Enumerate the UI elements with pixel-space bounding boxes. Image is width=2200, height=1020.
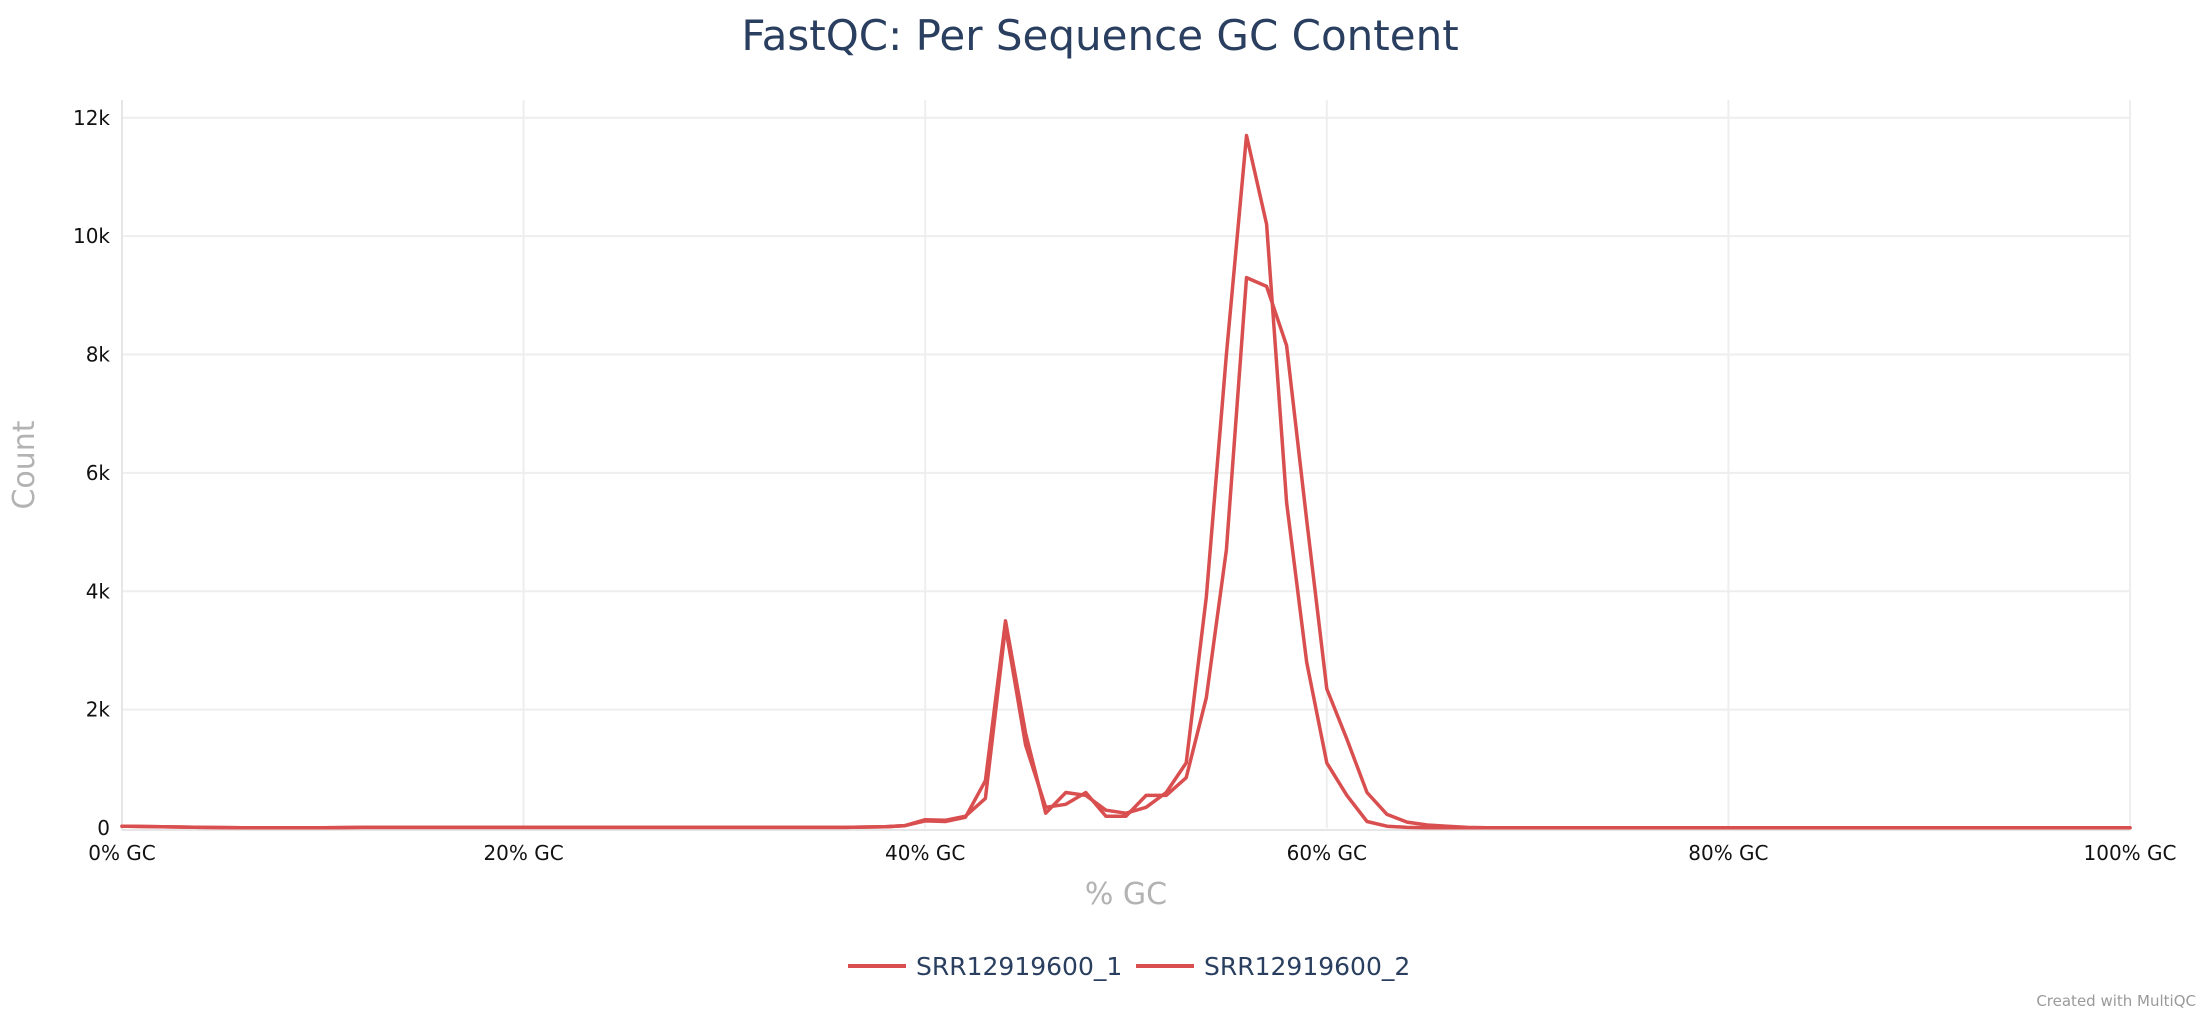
y-tick-label: 12k: [73, 106, 110, 130]
y-tick-label: 2k: [86, 698, 111, 722]
x-axis-ticks: 0% GC 20% GC 40% GC 60% GC 80% GC 100% GC: [88, 841, 2176, 865]
x-tick-label: 0% GC: [88, 841, 156, 865]
y-tick-label: 10k: [73, 224, 110, 248]
y-tick-label: 4k: [86, 579, 111, 603]
y-tick-label: 0: [97, 816, 110, 840]
x-tick-label: 100% GC: [2084, 841, 2177, 865]
series-line-1[interactable]: [120, 133, 2132, 830]
chart-title: FastQC: Per Sequence GC Content: [741, 11, 1458, 60]
legend: SRR12919600_1 SRR12919600_2: [848, 952, 1410, 981]
grid: [122, 100, 2131, 828]
x-tick-label: 40% GC: [885, 841, 965, 865]
y-tick-label: 6k: [86, 461, 111, 485]
x-tick-label: 60% GC: [1287, 841, 1367, 865]
x-tick-label: 20% GC: [483, 841, 563, 865]
credit-text: Created with MultiQC: [2036, 992, 2196, 1010]
series-lines: [120, 133, 2132, 830]
legend-label-2[interactable]: SRR12919600_2: [1204, 952, 1410, 981]
x-axis-title: % GC: [1085, 877, 1167, 912]
y-axis-title: Count: [7, 420, 42, 509]
y-axis-ticks: 0 2k 4k 6k 8k 10k 12k: [73, 106, 110, 840]
series-line-2[interactable]: [120, 275, 2132, 830]
legend-label-1[interactable]: SRR12919600_1: [916, 952, 1122, 981]
x-tick-label: 80% GC: [1688, 841, 1768, 865]
y-tick-label: 8k: [86, 343, 111, 367]
